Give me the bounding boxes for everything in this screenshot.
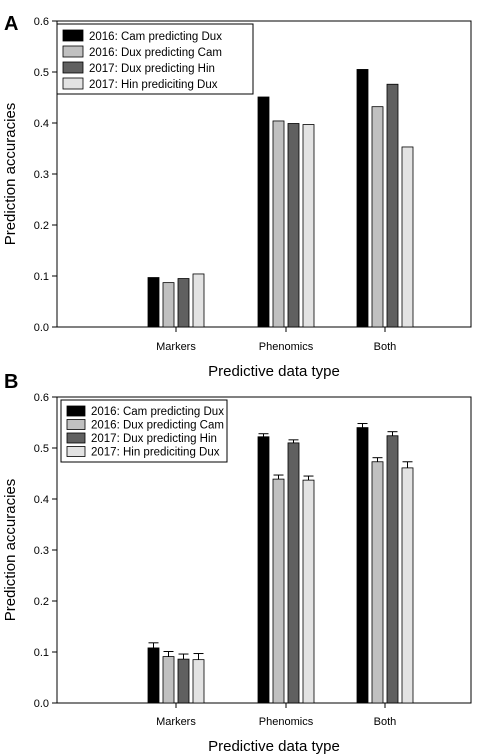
legend-swatch: [66, 446, 86, 457]
panel-label: A: [4, 13, 18, 35]
bar: [272, 120, 285, 328]
x-axis-label: Predictive data type: [208, 738, 340, 755]
bar: [356, 427, 369, 704]
x-axis-label: Predictive data type: [208, 363, 340, 380]
legend-swatch: [62, 77, 84, 90]
legend-swatch: [62, 29, 84, 42]
x-tick-label: Both: [374, 341, 397, 353]
bar: [162, 282, 175, 328]
x-tick-label: Markers: [156, 716, 196, 728]
x-tick-label: Phenomics: [259, 341, 314, 353]
legend-entry: 2017: Dux predicting Hin: [89, 63, 215, 75]
y-tick-label: 0.6: [34, 392, 49, 404]
x-tick-label: Phenomics: [259, 716, 314, 728]
bar: [302, 479, 315, 704]
bar: [401, 467, 414, 704]
y-tick-label: 0.4: [34, 118, 49, 130]
legend-swatch: [66, 419, 86, 430]
bar: [386, 435, 399, 704]
y-tick-label: 0.0: [34, 698, 49, 710]
y-axis-label: Prediction accuracies: [2, 103, 19, 246]
y-tick-label: 0.3: [34, 545, 49, 557]
legend-entry: 2016: Dux predicting Cam: [91, 420, 224, 432]
y-tick-label: 0.2: [34, 596, 49, 608]
bar: [192, 273, 205, 328]
bar: [272, 478, 285, 704]
y-tick-label: 0.1: [34, 271, 49, 283]
bar: [177, 658, 190, 704]
bar: [371, 106, 384, 328]
y-tick-label: 0.2: [34, 220, 49, 232]
bar: [356, 69, 369, 328]
legend-swatch: [66, 405, 86, 417]
bar: [302, 124, 315, 328]
y-tick-label: 0.3: [34, 169, 49, 181]
legend-entry: 2016: Cam predicting Dux: [89, 31, 222, 43]
y-tick-label: 0.4: [34, 494, 49, 506]
bar: [257, 436, 270, 704]
legend-entry: 2016: Dux predicting Cam: [89, 47, 222, 59]
y-tick-label: 0.1: [34, 647, 49, 659]
legend-swatch: [66, 432, 86, 444]
legend-swatch: [62, 45, 84, 58]
bar: [287, 123, 300, 328]
y-tick-label: 0.5: [34, 67, 49, 79]
bar: [287, 442, 300, 704]
bar: [147, 277, 160, 328]
x-tick-label: Markers: [156, 341, 196, 353]
legend-entry: 2017: Hin prediciting Dux: [91, 447, 220, 459]
legend-box: [60, 399, 228, 463]
y-tick-label: 0.5: [34, 443, 49, 455]
bar: [162, 656, 175, 704]
bar: [401, 146, 414, 328]
bar: [257, 96, 270, 328]
y-tick-label: 0.0: [34, 322, 49, 334]
y-tick-label: 0.6: [34, 16, 49, 28]
legend-swatch: [62, 61, 84, 74]
bar: [371, 461, 384, 704]
x-tick-label: Both: [374, 716, 397, 728]
panel-label: B: [4, 371, 18, 393]
y-axis-label: Prediction accuracies: [2, 479, 19, 622]
legend-entry: 2016: Cam predicting Dux: [91, 406, 224, 418]
bar: [192, 659, 205, 704]
legend-entry: 2017: Hin prediciting Dux: [89, 79, 218, 91]
legend-entry: 2017: Dux predicting Hin: [91, 433, 217, 445]
bar: [386, 83, 399, 328]
bar: [147, 647, 160, 704]
legend-box: [56, 23, 254, 95]
bar: [177, 278, 190, 328]
